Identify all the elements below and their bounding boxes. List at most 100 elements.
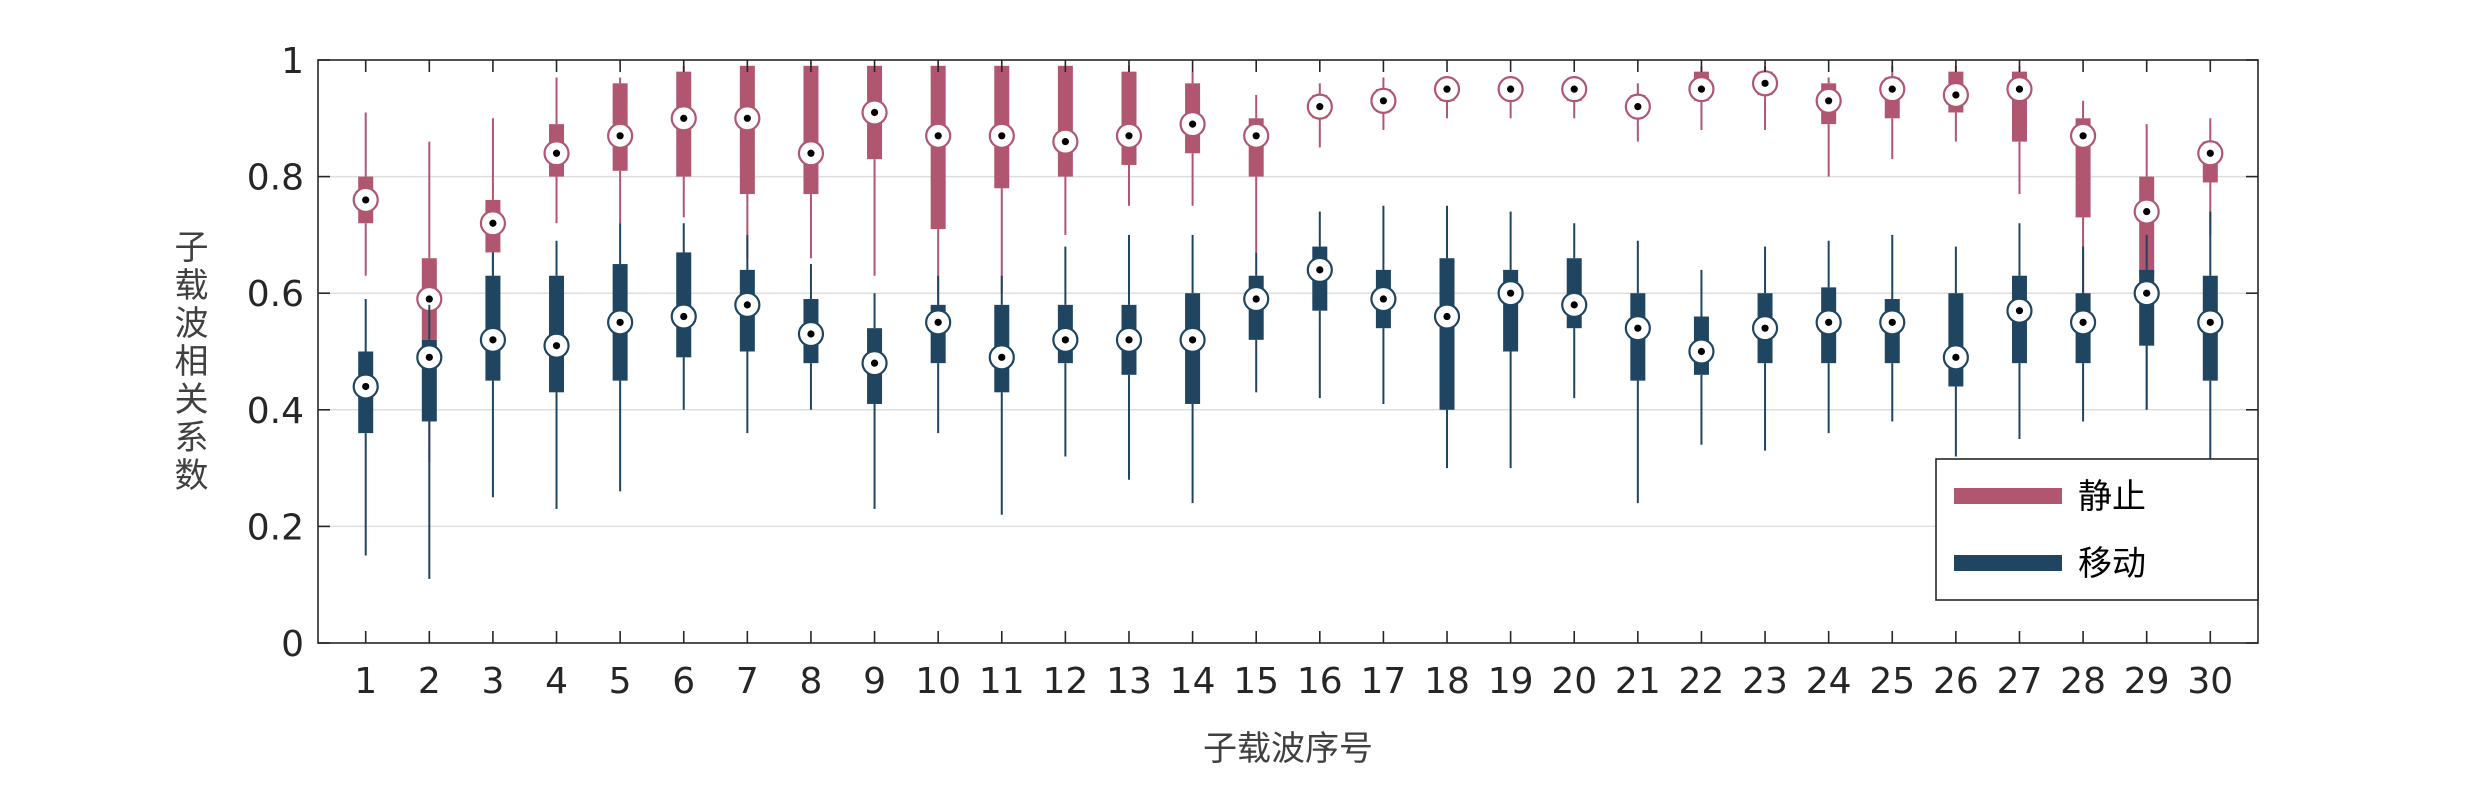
x-tick-label: 18 bbox=[1424, 661, 1470, 702]
median-dot bbox=[1252, 295, 1260, 303]
median-dot bbox=[616, 132, 624, 140]
median-dot bbox=[743, 301, 751, 309]
box-moving-18 bbox=[1433, 205, 1461, 469]
y-tick-label: 0.6 bbox=[247, 274, 304, 315]
median-dot bbox=[2015, 307, 2024, 315]
x-tick-label: 19 bbox=[1488, 661, 1534, 702]
box-static-18 bbox=[1433, 76, 1461, 119]
box-static-4 bbox=[543, 77, 570, 224]
median-dot bbox=[1379, 295, 1388, 303]
x-tick-label: 8 bbox=[799, 661, 822, 702]
median-dot bbox=[1443, 85, 1451, 93]
box-static-30 bbox=[2197, 118, 2224, 235]
box-static-15 bbox=[1243, 94, 1270, 253]
median-dot bbox=[1888, 318, 1896, 326]
box-static-6 bbox=[670, 65, 697, 218]
box-moving-5 bbox=[607, 223, 634, 492]
x-tick-label: 17 bbox=[1361, 661, 1407, 702]
box-moving-13 bbox=[1115, 234, 1143, 480]
plot-area bbox=[318, 60, 2258, 643]
box-moving-1 bbox=[352, 299, 379, 556]
box-static-28 bbox=[2069, 100, 2097, 300]
box-moving-28 bbox=[2069, 246, 2097, 422]
median-dot bbox=[1316, 266, 1324, 274]
box-moving-9 bbox=[861, 293, 888, 509]
median-dot bbox=[489, 336, 497, 344]
box-static-19 bbox=[1497, 76, 1524, 119]
median-dot bbox=[616, 318, 624, 326]
x-tick-label: 16 bbox=[1297, 661, 1343, 702]
median-dot bbox=[552, 342, 561, 350]
box-static-5 bbox=[607, 77, 634, 224]
y-tick-label: 0.4 bbox=[247, 391, 304, 432]
median-dot bbox=[680, 312, 688, 321]
box-static-23 bbox=[1751, 65, 1779, 130]
median-dot bbox=[2143, 289, 2151, 297]
median-dot bbox=[2206, 318, 2214, 326]
median-dot bbox=[1125, 336, 1133, 344]
box-moving-24 bbox=[1815, 240, 1842, 434]
median-dot bbox=[552, 149, 561, 157]
box-moving-17 bbox=[1370, 205, 1397, 404]
boxes bbox=[352, 65, 2224, 579]
legend-label-static: 静止 bbox=[2078, 477, 2146, 517]
box-moving-19 bbox=[1497, 211, 1524, 469]
box-moving-10 bbox=[925, 275, 952, 434]
y-axis-label: 子载波相关系数 bbox=[168, 229, 208, 495]
box-moving-15 bbox=[1243, 252, 1270, 393]
median-dot bbox=[1761, 324, 1769, 332]
median-dot bbox=[1188, 120, 1197, 128]
box-moving-4 bbox=[543, 240, 570, 509]
box-moving-22 bbox=[1688, 269, 1715, 445]
x-tick-label: 24 bbox=[1806, 661, 1852, 702]
x-tick-label: 15 bbox=[1233, 661, 1279, 702]
x-tick-label: 7 bbox=[736, 661, 759, 702]
median-dot bbox=[1634, 103, 1642, 111]
box-iqr bbox=[1948, 293, 1964, 387]
box-moving-14 bbox=[1179, 234, 1206, 504]
box-moving-16 bbox=[1306, 211, 1333, 399]
median-dot bbox=[1061, 336, 1069, 344]
x-tick-label: 27 bbox=[1997, 661, 2043, 702]
median-dot bbox=[998, 132, 1006, 140]
x-tick-label: 25 bbox=[1869, 661, 1915, 702]
box-moving-23 bbox=[1751, 246, 1779, 451]
median-dot bbox=[934, 132, 942, 140]
median-dot bbox=[870, 108, 879, 117]
median-dot bbox=[1825, 318, 1833, 326]
x-tick-label: 6 bbox=[672, 661, 695, 702]
box-static-12 bbox=[1052, 65, 1079, 235]
median-dot bbox=[870, 359, 879, 367]
x-tick-label: 11 bbox=[979, 661, 1025, 702]
box-static-16 bbox=[1306, 83, 1333, 148]
box-moving-11 bbox=[988, 275, 1015, 515]
median-dot bbox=[1570, 301, 1578, 309]
box-moving-25 bbox=[1879, 234, 1906, 422]
x-tick-label: 9 bbox=[863, 661, 886, 702]
median-dot bbox=[1888, 85, 1896, 93]
box-moving-29 bbox=[2133, 234, 2160, 410]
grid-lines bbox=[318, 60, 2258, 643]
box-moving-27 bbox=[2006, 223, 2033, 439]
x-tick-label: 1 bbox=[354, 661, 377, 702]
median-dot bbox=[1252, 132, 1260, 140]
box-static-14 bbox=[1179, 71, 1206, 206]
median-dot bbox=[2079, 132, 2087, 140]
legend-box bbox=[1935, 458, 2259, 601]
box-moving-21 bbox=[1624, 240, 1651, 504]
median-dot bbox=[1697, 347, 1706, 356]
median-dot bbox=[1761, 79, 1769, 87]
box-static-24 bbox=[1815, 77, 1842, 177]
box-static-8 bbox=[797, 65, 825, 259]
box-static-17 bbox=[1370, 77, 1397, 130]
median-dot bbox=[362, 382, 370, 391]
box-static-13 bbox=[1115, 65, 1143, 206]
median-dot bbox=[2015, 85, 2024, 93]
median-dot bbox=[1952, 353, 1960, 361]
x-tick-label: 2 bbox=[418, 661, 441, 702]
box-moving-20 bbox=[1561, 223, 1588, 399]
y-tick-label: 0 bbox=[281, 624, 304, 665]
median-dot bbox=[1188, 336, 1197, 344]
box-moving-8 bbox=[797, 264, 825, 410]
